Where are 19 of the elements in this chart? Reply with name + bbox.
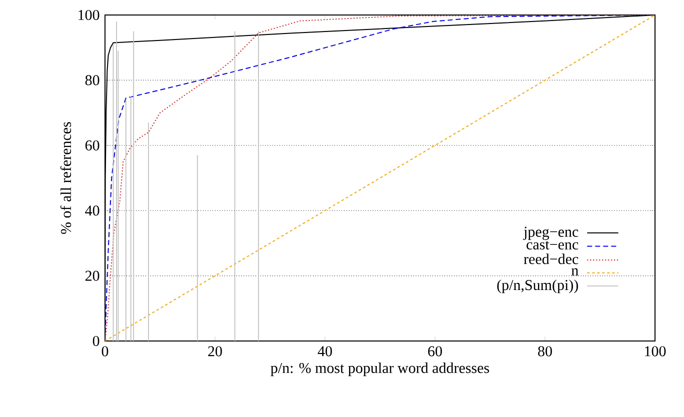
x-tick-label: 80 (538, 346, 552, 356)
x-axis-title: p/n: % most popular word addresses (270, 362, 490, 376)
legend-label: n (571, 268, 578, 276)
x-tick-label: 100 (645, 346, 666, 356)
x-tick-label: 20 (208, 346, 222, 356)
x-tick-label: 60 (428, 346, 442, 356)
y-tick-label: 60 (85, 140, 100, 150)
y-tick-label: 80 (85, 75, 100, 86)
y-tick-label: 100 (78, 10, 100, 20)
legend-label: reed−dec (524, 254, 578, 264)
legend-label: jpeg−enc (523, 226, 578, 240)
legend-label: cast−enc (526, 240, 578, 250)
y-tick-label: 20 (85, 270, 100, 281)
y-tick-label: 40 (85, 206, 100, 216)
x-tick-label: 40 (318, 346, 332, 356)
y-axis-title: % of all references (60, 122, 72, 234)
legend-label: (p/n,Sum(pi)) (497, 280, 578, 294)
y-tick-label: 0 (92, 336, 100, 346)
x-tick-label: 0 (102, 346, 108, 356)
